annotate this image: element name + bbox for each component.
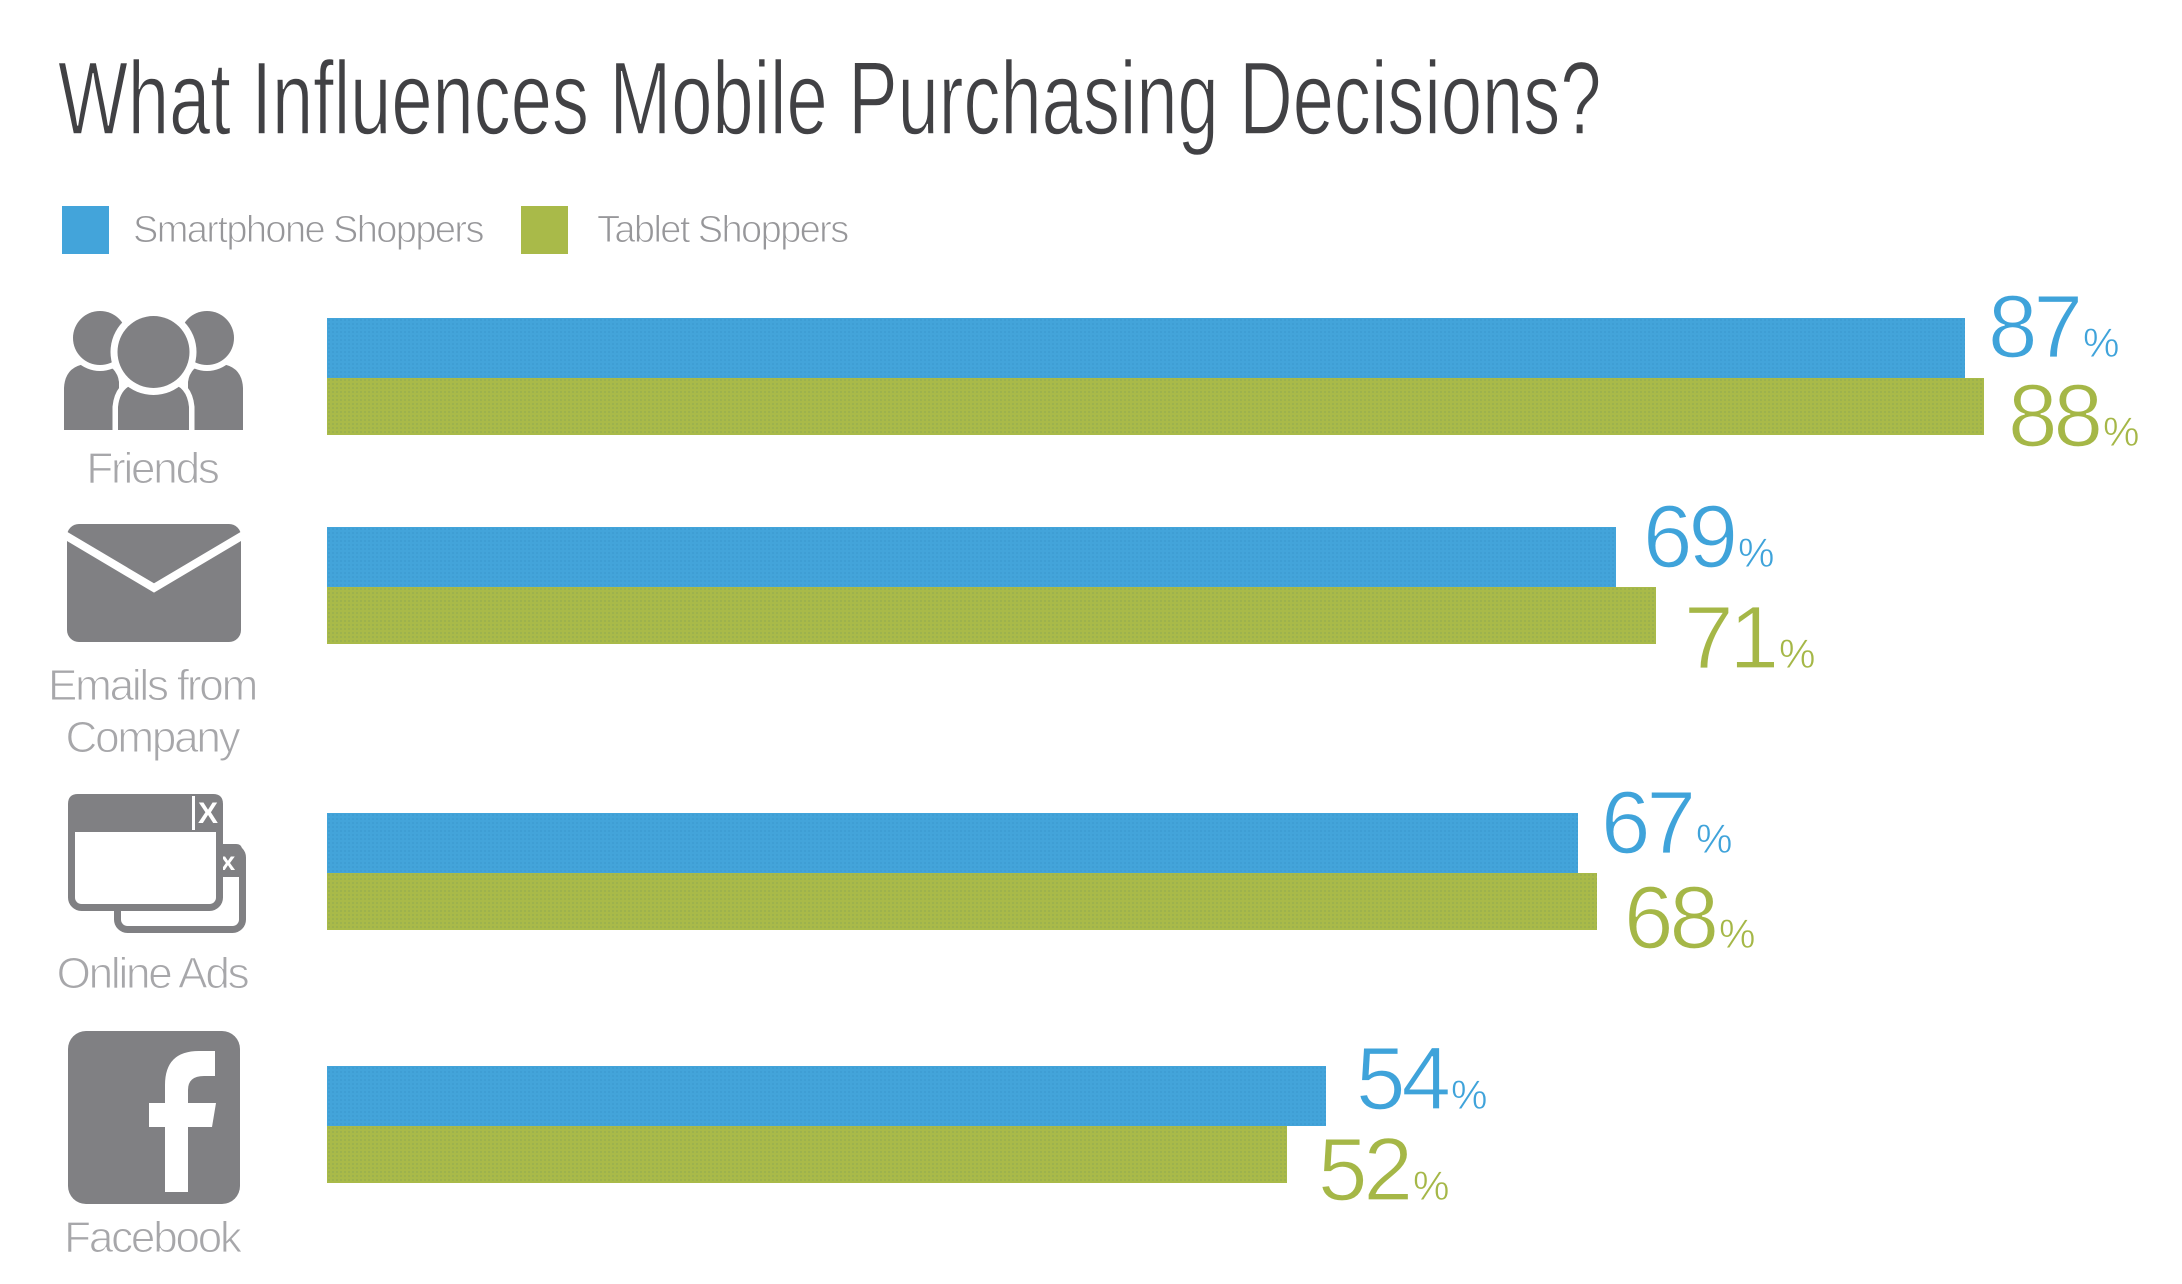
svg-text:x: x [221, 846, 236, 876]
svg-text:X: X [198, 797, 218, 830]
